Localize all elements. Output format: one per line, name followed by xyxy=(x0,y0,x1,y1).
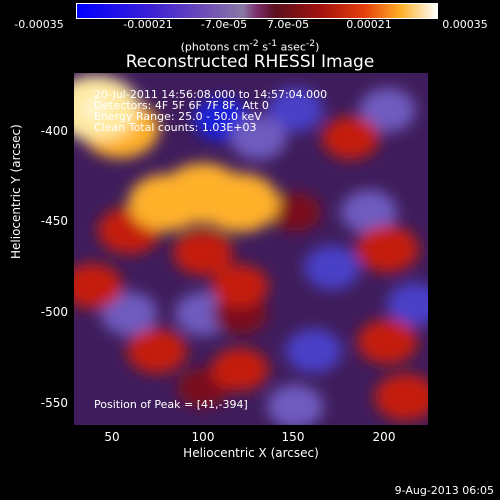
heatmap-peak xyxy=(82,96,107,121)
heatmap-cold-region xyxy=(267,88,324,133)
heatmap-cold-region xyxy=(230,115,287,160)
heatmap-hot-region xyxy=(374,373,428,421)
heatmap-hot-region xyxy=(211,264,269,308)
y-tick-label: -400 xyxy=(40,124,68,138)
detectors-annotation: Detectors: 4F 5F 6F 7F 8F, Att 0 xyxy=(94,99,269,112)
colorbar-tick-label: 0.00021 xyxy=(346,18,392,31)
colorbar-unit-label: (photons cm-2 s-1 asec-2) xyxy=(180,38,320,54)
heatmap-cold-region xyxy=(101,291,158,336)
heatmap-hot-region xyxy=(74,263,123,309)
chart-title: Reconstructed RHESSI Image xyxy=(125,52,375,72)
image-plot-area xyxy=(74,73,428,425)
colorbar-tick-label: -0.00035 xyxy=(14,18,64,31)
colorbar xyxy=(76,3,438,19)
heatmap-hot-region xyxy=(126,328,187,374)
x-axis-label: Heliocentric X (arcsec) xyxy=(183,446,319,460)
heatmap-hot-region xyxy=(356,225,419,273)
y-axis-ticks: -400 -450 -500 -550 xyxy=(0,0,74,500)
colorbar-gradient xyxy=(77,4,437,18)
colorbar-tick-label: 0.00035 xyxy=(442,18,488,31)
peak-position-annotation: Position of Peak = [41,-394] xyxy=(94,398,248,411)
colorbar-tick-labels: -0.00035 -0.00021 -7.0e-05 7.0e-05 0.000… xyxy=(0,0,500,40)
heatmap-hot-region xyxy=(162,163,244,224)
colorbar-tick-label: -7.0e-05 xyxy=(200,18,248,31)
heatmap-hot-region xyxy=(173,230,234,276)
heatmap-hot-region xyxy=(357,319,418,365)
colorbar-tick-label: 7.0e-05 xyxy=(266,18,310,31)
x-tick-label: 100 xyxy=(191,430,215,444)
heatmap-cold-region xyxy=(267,384,324,425)
heatmap-svg xyxy=(74,73,428,425)
y-tick-label: -450 xyxy=(40,214,68,228)
y-axis-label: Heliocentric Y (arcsec) xyxy=(9,124,23,259)
y-tick-label: -550 xyxy=(40,396,68,410)
y-tick-label: -500 xyxy=(40,305,68,319)
x-tick-label: 200 xyxy=(372,430,396,444)
x-tick-label: 150 xyxy=(281,430,305,444)
heatmap-cold-region xyxy=(285,328,342,373)
time-range-annotation: 20-Jul-2011 14:56:08.000 to 14:57:04.000 xyxy=(94,88,328,101)
heatmap-cold-region xyxy=(341,189,397,234)
energy-range-annotation: Energy Range: 25.0 - 50.0 keV xyxy=(94,110,262,123)
x-tick-label: 50 xyxy=(104,430,120,444)
heatmap-cold-region xyxy=(387,282,428,327)
heatmap-cold-region xyxy=(304,245,361,290)
heatmap-hot-region xyxy=(74,75,140,141)
x-axis-ticks: 50 100 150 200 xyxy=(104,430,396,444)
total-counts-annotation: Clean Total counts: 1.03E+03 xyxy=(94,121,257,134)
footer-timestamp: 9-Aug-2013 06:05 xyxy=(394,484,494,497)
heatmap-cold-region xyxy=(359,88,416,133)
heatmap-hot-region xyxy=(269,192,322,232)
heatmap-hot-region xyxy=(211,347,269,391)
heatmap-hot-region xyxy=(321,116,380,160)
colorbar-tick-label: -0.00021 xyxy=(123,18,173,31)
